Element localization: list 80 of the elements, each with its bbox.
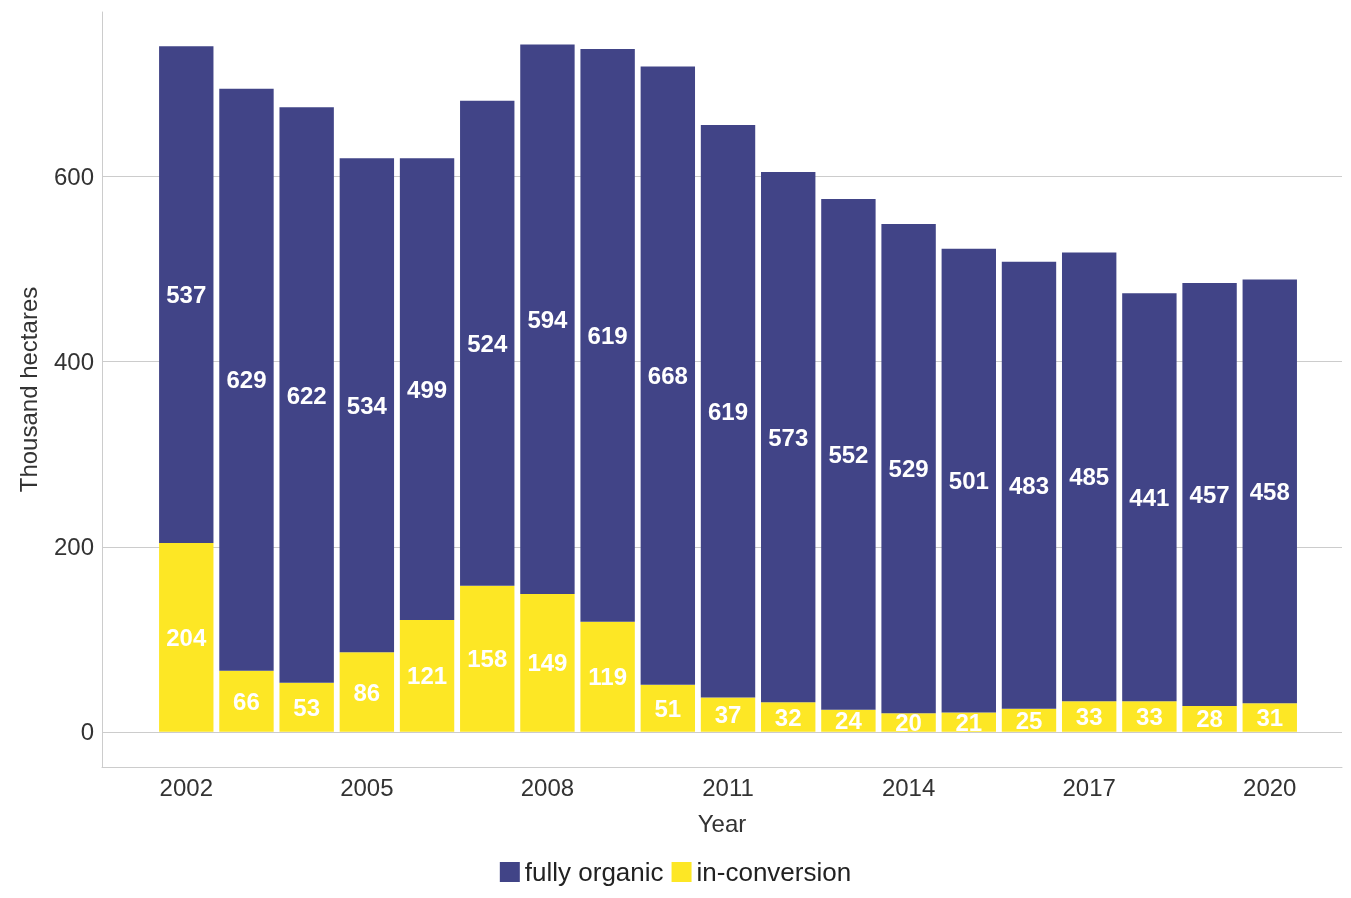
y-axis-title: Thousand hectares <box>14 286 42 493</box>
data-label: 534 <box>346 391 388 419</box>
data-label: 51 <box>654 694 682 722</box>
data-label: 33 <box>1136 703 1163 731</box>
legend-label: fully organic <box>524 857 664 887</box>
data-label: 149 <box>527 649 568 677</box>
x-tick-label: 2005 <box>340 773 394 801</box>
data-label: 28 <box>1196 705 1223 733</box>
bar <box>279 107 334 683</box>
bar <box>159 543 214 732</box>
data-label: 622 <box>286 381 327 409</box>
data-label: 53 <box>293 693 321 721</box>
y-tick-label: 0 <box>80 718 94 746</box>
y-tick-label: 600 <box>53 163 94 191</box>
data-label: 629 <box>226 366 267 394</box>
data-label: 20 <box>895 709 922 737</box>
bar <box>1122 293 1177 702</box>
bar <box>339 652 395 732</box>
data-label: 86 <box>353 678 381 706</box>
data-label: 501 <box>948 467 989 495</box>
bar <box>520 44 575 594</box>
data-label: 458 <box>1249 477 1290 505</box>
bar <box>219 670 274 732</box>
bar <box>941 248 996 713</box>
bar <box>279 682 334 732</box>
data-label: 524 <box>467 329 508 357</box>
x-tick-label: 2002 <box>159 773 213 801</box>
x-tick-label: 2011 <box>702 773 754 801</box>
bar <box>520 593 575 732</box>
data-label: 594 <box>527 305 569 333</box>
data-label: 619 <box>708 397 749 425</box>
x-tick-label: 2014 <box>881 773 936 801</box>
data-label: 483 <box>1008 471 1050 499</box>
x-tick-label: 2020 <box>1243 773 1297 801</box>
data-label: 37 <box>714 701 742 729</box>
data-label: 457 <box>1189 481 1230 509</box>
data-label: 158 <box>467 645 508 673</box>
bar <box>460 585 515 732</box>
bar <box>399 158 455 620</box>
bar <box>399 619 455 732</box>
data-label: 204 <box>166 623 207 651</box>
data-label: 119 <box>588 663 627 691</box>
x-axis-title: Year <box>697 809 747 837</box>
bar <box>580 49 635 622</box>
data-label: 441 <box>1129 483 1170 511</box>
data-label: 121 <box>407 662 448 690</box>
data-label: 529 <box>888 455 929 483</box>
data-label: 25 <box>1015 706 1043 734</box>
bar <box>1242 279 1297 704</box>
bar <box>1061 252 1117 702</box>
bar <box>219 88 274 671</box>
bar <box>821 198 876 710</box>
bar <box>159 46 214 544</box>
bar <box>1001 261 1057 709</box>
data-label: 619 <box>587 321 628 349</box>
data-label: 21 <box>955 708 983 736</box>
data-label: 552 <box>828 440 869 468</box>
data-label: 24 <box>835 707 863 735</box>
data-label: 668 <box>647 362 688 390</box>
bar <box>1182 283 1237 706</box>
data-label: 573 <box>768 423 809 451</box>
bar <box>460 100 515 586</box>
data-label: 499 <box>407 375 448 403</box>
data-label: 31 <box>1256 704 1284 731</box>
legend-label: in-conversion <box>696 857 852 887</box>
bar <box>580 621 635 732</box>
data-label: 32 <box>774 703 802 731</box>
x-tick-label: 2008 <box>520 773 575 801</box>
y-tick-label: 200 <box>53 533 94 561</box>
bar <box>881 223 936 714</box>
data-label: 33 <box>1075 703 1103 731</box>
data-label: 537 <box>166 281 207 309</box>
y-tick-label: 400 <box>53 348 94 376</box>
data-label: 66 <box>233 687 260 715</box>
data-label: 485 <box>1069 463 1110 491</box>
bar <box>339 158 395 653</box>
bar <box>640 66 696 685</box>
x-tick-label: 2017 <box>1062 773 1116 801</box>
bar <box>700 124 756 698</box>
bar <box>761 172 816 703</box>
